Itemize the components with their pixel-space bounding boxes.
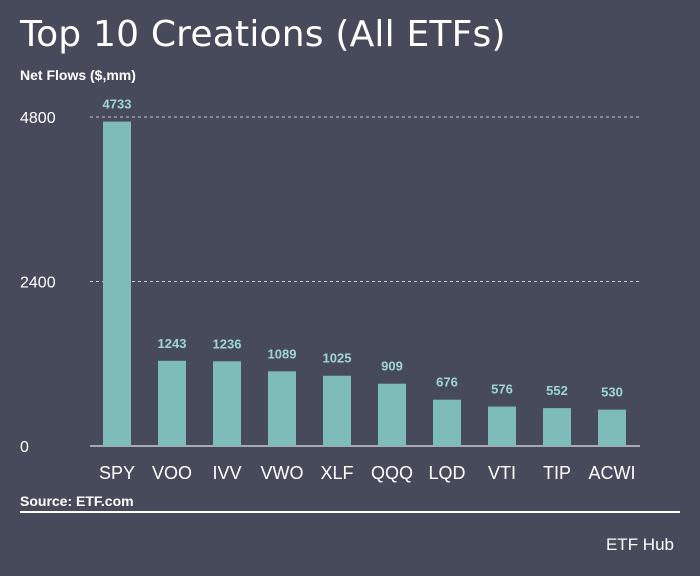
brand-label: ETF Hub — [605, 535, 674, 554]
bar-ivv — [213, 361, 241, 446]
data-label: 530 — [601, 385, 623, 400]
bar-qqq — [378, 383, 406, 446]
y-tick-label: 4800 — [20, 110, 56, 127]
data-label: 4733 — [103, 97, 132, 112]
x-tick-label: VTI — [488, 463, 516, 483]
data-label: 1236 — [213, 336, 242, 351]
x-tick-label: VOO — [152, 463, 192, 483]
bar-voo — [158, 360, 186, 446]
x-tick-label: VWO — [261, 463, 304, 483]
bar-lqd — [433, 399, 461, 446]
y-axis-label: Net Flows ($,mm) — [20, 67, 136, 83]
data-label: 1025 — [323, 351, 352, 366]
bar-vwo — [268, 371, 296, 446]
bar-xlf — [323, 375, 351, 446]
chart-title: Top 10 Creations (All ETFs) — [20, 14, 506, 55]
bar-chart: 4800 2400 0 4733 SPY 1243 VOO 1236 IVV 1089 VWO 102… — [20, 97, 640, 483]
x-tick-label: ACWI — [589, 463, 636, 483]
x-tick-label: IVV — [212, 463, 241, 483]
source-note: Source: ETF.com — [20, 493, 134, 509]
data-label: 576 — [491, 382, 513, 397]
x-tick-label: TIP — [543, 463, 571, 483]
footer-divider — [20, 511, 680, 513]
data-label: 552 — [546, 383, 568, 398]
bar-spy — [103, 121, 131, 447]
y-tick-label: 2400 — [20, 275, 56, 292]
data-label: 1089 — [268, 346, 297, 361]
data-label: 676 — [436, 375, 458, 390]
x-tick-label: XLF — [320, 463, 353, 483]
x-tick-label: SPY — [99, 463, 135, 483]
bar-vti — [488, 406, 516, 446]
y-tick-label: 0 — [20, 439, 29, 456]
data-label: 909 — [381, 359, 403, 374]
data-label: 1243 — [158, 336, 187, 351]
bar-tip — [543, 408, 571, 446]
x-tick-label: QQQ — [371, 463, 413, 483]
bar-acwi — [598, 409, 626, 446]
x-tick-label: LQD — [428, 463, 465, 483]
